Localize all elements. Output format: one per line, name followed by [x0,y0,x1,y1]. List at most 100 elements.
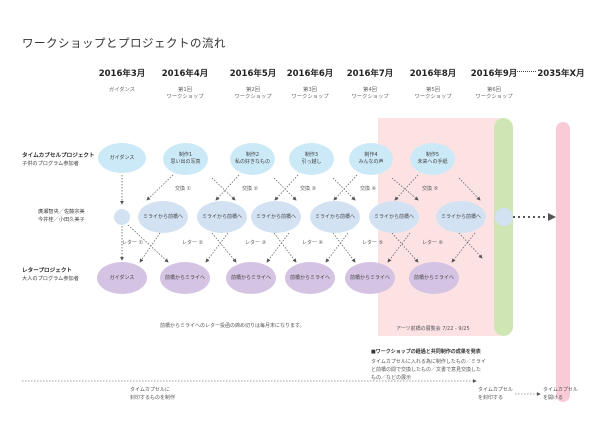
footer-label-make: タイムカプセルに 封印するものを制作 [130,387,176,401]
letter-label: レター ⑤ [362,240,384,246]
bubble-label: 前橋からミライへ [230,274,271,281]
top-bubble: 制作3 引っ越し [289,143,334,175]
year-label: 2016年6月 [286,69,334,79]
bubble-label: 制作4 [364,152,378,158]
row-label-timecapsule: タイムカプセルプロジェクト 子供のプログラム参加者 [22,153,95,168]
exchange-label: 交換 ⑤ [422,186,439,192]
letter-arrow [332,232,356,263]
year-label: 2016年5月 [229,69,277,79]
timeline-dots [514,71,536,72]
result-line: と前橋の間で交換したもの／文書で意見交換した [371,367,482,373]
mid-bubble: ミライから前橋へ [138,201,188,233]
letter-label: レター ③ [245,240,267,246]
bottom-bubble: 前橋からミライへ [226,262,276,294]
mid-start-dot [114,209,130,225]
mid-end-dot [495,208,513,226]
row-subtitle: 大人のプログラム参加者 [22,275,79,282]
year-sublabel: 第3回 ワークショップ [291,87,329,100]
row-label-letter: レタープロジェクト 大人のプログラム参加者 [22,268,79,283]
year-sublabel: 第1回 ワークショップ [166,87,204,100]
exchange-arrow [391,177,419,201]
exchange-arrow [394,174,419,201]
bubble-label: ミライから前橋へ [255,213,296,220]
bottom-bubble: 前橋からミライへ [160,262,210,294]
bottom-bubble: ガイダンス [97,262,147,294]
mid-bubble: ミライから前橋へ [197,201,247,233]
exchange-arrow [274,174,299,201]
pink-band [556,122,570,402]
top-bubble: 制作1 思い出の写真 [163,143,208,175]
page-title: ワークショップとプロジェクトの流れ [22,36,226,50]
year-label: 2016年4月 [161,69,209,79]
exchange-arrow [458,177,481,201]
letter-arrow [458,232,483,259]
exchange-arrow [211,177,236,201]
instructor-names: 廣瀬智央／佐藤宗美 [38,209,85,215]
top-bubble: 制作5 未来への手紙 [410,143,455,175]
letter-label: レター ④ [302,240,324,246]
bubble-label: ガイダンス [109,274,135,281]
letter-label: レター ⑥ [422,240,444,246]
result-line: もの／などの展示 [371,375,412,381]
letter-label: レター ② [182,240,204,246]
letter-arrow [139,232,161,263]
year-sublabel: 第6回 ワークショップ [475,87,513,100]
year-sublabel: ガイダンス [108,87,136,93]
year-sublabel: 第5回 ワークショップ [414,87,452,100]
bubble-label: 制作5 [425,152,440,158]
letter-arrow [391,232,419,263]
letter-arrow [127,224,169,263]
letter-arrow [325,232,349,263]
year-label: 2016年7月 [346,69,394,79]
footer-label-open: タイムカプセル を開ける [543,387,578,401]
year-label: 2016年9月 [470,69,518,79]
exchange-arrow [146,174,174,201]
letter-label: レター ① [122,240,144,246]
bubble-label: ミライから前橋へ [142,213,183,220]
top-bubble: 制作4 みんなの声 [349,143,393,175]
bubble-label: ミライから前橋へ [314,213,355,220]
row-title: レタープロジェクト [22,268,73,274]
bubble-sub: 私の好きなもの [234,159,270,165]
exhibition-label: アーツ前橋の展覧会 7/22 - 9/25 [396,326,470,332]
footer-label-seal: タイムカプセル を封印する [478,387,513,401]
bubble-label: 制作1 [178,152,193,158]
bubble-label: ガイダンス [109,154,135,161]
bubble-label: 制作3 [304,152,319,158]
top-bubble: ガイダンス [98,143,146,173]
year-label: 2016年8月 [409,69,457,79]
result-title: ■ワークショップの経過と共同制作の成果を発表 [371,349,481,355]
row-title: タイムカプセルプロジェクト [22,153,95,159]
top-bubble: 制作2 私の好きなもの [230,143,275,175]
row-label-instructors: 廣瀬智央／佐藤宗美 今井桂／小田久美子 [38,209,85,224]
exchange-label: 交換 ① [175,186,192,192]
bubble-label: ミライから前橋へ [201,213,242,220]
bottom-bubble: 前橋からミライへ [409,262,459,294]
mid-bubble: ミライから前橋へ [251,201,301,233]
letter-deadline-note: 前橋からミライへのレター投函の締め切りは毎月末になります。 [160,323,305,329]
bubble-sub: 引っ越し [301,159,322,165]
bubble-label: 制作2 [245,152,260,158]
mid-bubble: ミライから前橋へ [310,201,360,233]
bubble-label: 前橋からミライへ [349,274,390,281]
letter-arrow [273,232,297,263]
letter-arrow [266,232,290,263]
mid-bubble: ミライから前橋へ [369,201,419,233]
bubble-sub: 思い出の写真 [170,159,201,165]
year-label: 2016年3月 [98,69,146,79]
exchange-label: 交換 ④ [360,186,377,192]
letter-arrow [387,232,411,263]
bottom-bubble: 前橋からミライへ [345,262,395,294]
bubble-label: 前橋からミライへ [289,274,330,281]
exchange-label: 交換 ② [242,186,259,192]
year-sublabel: 第4回 ワークショップ [351,87,389,100]
bubble-sub: 未来への手紙 [417,159,448,165]
exchange-label: 交換 ③ [300,186,317,192]
bottom-bubble: 前橋からミライへ [285,262,335,294]
exchange-arrow [333,174,358,201]
row-subtitle: 子供のプログラム参加者 [22,160,79,167]
future-arrowhead [548,213,556,221]
green-band [494,118,513,336]
